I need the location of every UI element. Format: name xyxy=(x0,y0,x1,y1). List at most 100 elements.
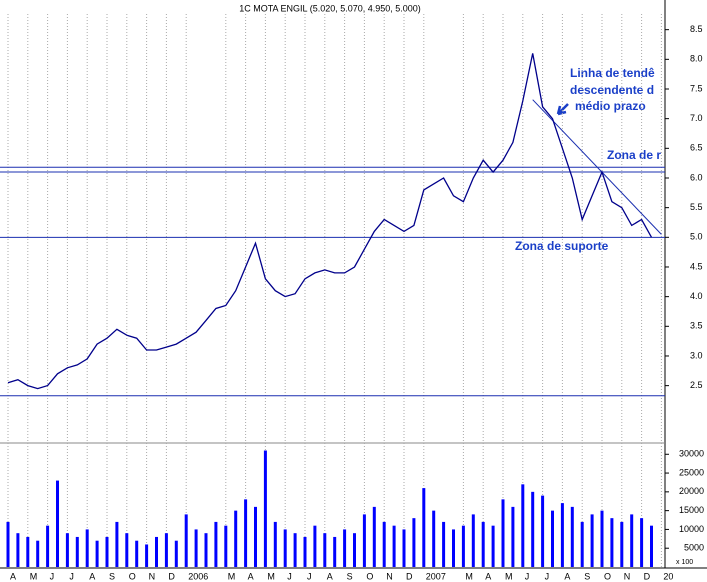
x-tick-label: J xyxy=(287,571,292,581)
x-tick-label: N xyxy=(149,571,156,581)
volume-bar xyxy=(16,533,20,567)
price-line xyxy=(7,53,653,390)
y2-tick-label: 15000 xyxy=(679,505,704,515)
volume-bar xyxy=(164,533,168,567)
volume-bar xyxy=(174,540,178,567)
volume-bar xyxy=(461,525,465,567)
y-tick-label: 3.0 xyxy=(690,350,703,360)
x-tick-label: S xyxy=(347,571,353,581)
volume-bar xyxy=(501,499,505,567)
x-tick-label: N xyxy=(624,571,631,581)
y-tick-label: 7.0 xyxy=(690,113,703,123)
x-tick-label: M xyxy=(465,571,473,581)
x-tick-label: S xyxy=(584,571,590,581)
volume-bar xyxy=(293,533,297,567)
x-tick-label: A xyxy=(327,571,333,581)
volume-bar xyxy=(541,495,545,567)
volume-bar xyxy=(650,525,653,567)
volume-bar xyxy=(481,521,485,567)
volume-bar xyxy=(610,518,614,567)
x-tick-label: A xyxy=(89,571,95,581)
x-tick-label: D xyxy=(168,571,175,581)
annotation: Linha de tendê xyxy=(570,66,655,80)
y-tick-label: 4.5 xyxy=(690,261,703,271)
volume-bar xyxy=(204,533,208,567)
y-tick-label: 8.5 xyxy=(690,24,703,34)
y2-unit-label: x 100 xyxy=(676,559,693,566)
volume-bar xyxy=(590,514,594,567)
volume-bar xyxy=(6,521,10,567)
x-tick-label: A xyxy=(248,571,254,581)
volume-bar xyxy=(145,544,149,567)
volume-bar xyxy=(105,536,109,567)
x-tick-label: 20 xyxy=(663,571,673,581)
volume-bar xyxy=(531,491,535,567)
annotation: Zona de r xyxy=(607,148,661,162)
x-tick-label: A xyxy=(10,571,16,581)
volume-bar xyxy=(422,488,426,567)
volume-bar xyxy=(85,529,89,567)
x-tick-label: J xyxy=(545,571,550,581)
volume-bar xyxy=(234,510,238,567)
volume-bar xyxy=(303,536,307,567)
volume-bar xyxy=(125,533,129,567)
volume-bar xyxy=(254,506,257,567)
chart-title: 1C MOTA ENGIL (5.020, 5.070, 4.950, 5.00… xyxy=(239,3,421,13)
annotation: Zona de suporte xyxy=(515,239,609,253)
volume-bar xyxy=(580,521,584,567)
volume-bar xyxy=(135,540,139,567)
volume-bar xyxy=(214,521,218,567)
x-tick-label: S xyxy=(109,571,115,581)
y-tick-label: 2.5 xyxy=(690,380,703,390)
y-tick-label: 5.0 xyxy=(690,232,703,242)
y-tick-label: 8.0 xyxy=(690,54,703,64)
volume-bar xyxy=(471,514,475,567)
y2-tick-label: 10000 xyxy=(679,524,704,534)
x-tick-label: O xyxy=(366,571,373,581)
volume-bar xyxy=(26,536,30,567)
x-tick-label: D xyxy=(406,571,413,581)
x-tick-label: M xyxy=(228,571,236,581)
y-tick-label: 6.0 xyxy=(690,172,703,182)
annotation: médio prazo xyxy=(575,99,646,113)
volume-bar xyxy=(432,510,436,567)
x-tick-label: A xyxy=(564,571,570,581)
y-tick-label: 5.5 xyxy=(690,202,703,212)
volume-bar xyxy=(640,518,644,567)
volume-bar xyxy=(402,529,406,567)
volume-bar xyxy=(155,536,158,567)
volume-bar xyxy=(95,540,99,567)
volume-bar xyxy=(313,525,317,567)
volume-bar xyxy=(65,533,69,567)
volume-bar xyxy=(412,518,416,567)
volume-bar xyxy=(382,521,386,567)
volume-bar xyxy=(570,506,574,567)
volume-bar xyxy=(224,525,228,567)
volume-bar xyxy=(194,529,198,567)
x-tick-label: A xyxy=(485,571,491,581)
x-tick-label: M xyxy=(30,571,38,581)
x-tick-label: J xyxy=(525,571,530,581)
x-tick-label: N xyxy=(386,571,393,581)
volume-bar xyxy=(560,503,564,567)
volume-bar xyxy=(283,529,287,567)
annotation: descendente d xyxy=(570,83,654,97)
volume-bar xyxy=(362,514,366,567)
volume-bar xyxy=(46,525,50,567)
y-tick-label: 7.5 xyxy=(690,83,703,93)
y2-tick-label: 25000 xyxy=(679,467,704,477)
x-tick-label: M xyxy=(505,571,513,581)
volume-bar xyxy=(600,510,604,567)
volume-bar xyxy=(551,510,554,567)
volume-bar xyxy=(343,529,347,567)
volume-bar xyxy=(273,521,277,567)
volume-bar xyxy=(36,540,40,567)
y2-tick-label: 5000 xyxy=(684,543,704,553)
volume-bar xyxy=(75,536,79,567)
volume-bar xyxy=(620,521,624,567)
volume-bar xyxy=(511,506,515,567)
volume-bar xyxy=(333,536,337,567)
y-tick-label: 3.5 xyxy=(690,321,703,331)
x-tick-label: M xyxy=(267,571,275,581)
volume-bar xyxy=(56,480,59,567)
